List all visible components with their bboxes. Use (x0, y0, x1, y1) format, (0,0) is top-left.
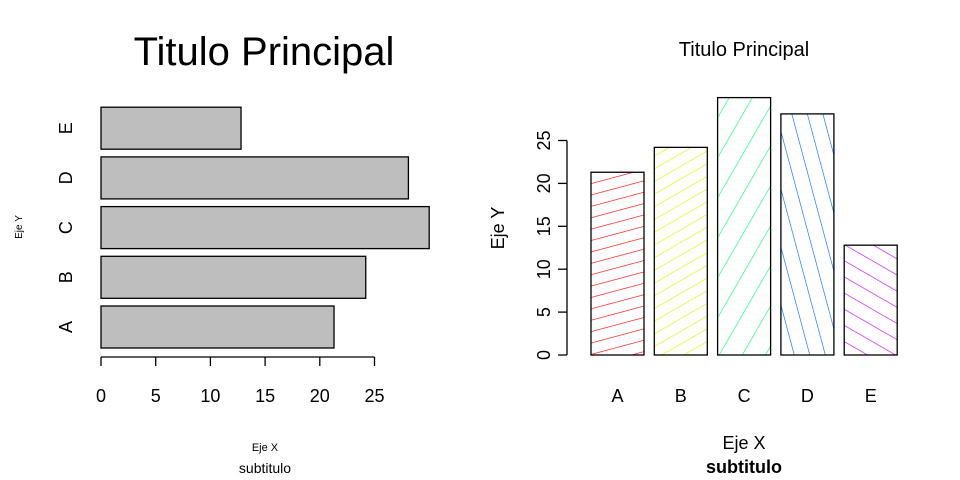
right-category-label-D: D (801, 386, 814, 406)
left-category-label-B: B (56, 271, 76, 283)
right-chart-xlabel: Eje X (722, 433, 765, 453)
right-bar-C (716, 96, 772, 356)
left-bar-C (100, 205, 430, 250)
right-category-label-E: E (865, 386, 877, 406)
right-chart-ylabel: Eje Y (488, 207, 508, 250)
right-y-tick-label: 15 (534, 216, 554, 236)
left-chart-subtitle: subtitulo (239, 460, 291, 476)
right-chart-subtitle: subtitulo (706, 457, 782, 477)
left-category-label-E: E (56, 122, 76, 134)
right-bar-E (843, 244, 898, 356)
left-x-tick-label: 0 (96, 386, 106, 406)
left-category-label-A: A (56, 321, 76, 333)
right-bar-A (590, 171, 645, 356)
right-y-tick-label: 0 (534, 350, 554, 360)
left-chart: Titulo Principal Eje Y Eje X subtitulo A… (14, 30, 430, 476)
left-x-tick-label: 20 (310, 386, 330, 406)
left-x-tick-label: 25 (364, 386, 384, 406)
left-chart-ylabel: Eje Y (14, 215, 25, 239)
right-y-tick-label: 10 (534, 259, 554, 279)
right-y-tick-label: 25 (534, 130, 554, 150)
left-x-tick-label: 10 (200, 386, 220, 406)
right-y-tick-label: 5 (534, 307, 554, 317)
left-bar-A (100, 305, 335, 349)
left-bar-E (100, 106, 242, 150)
right-bar-D (780, 113, 835, 356)
left-category-label-C: C (56, 221, 76, 234)
right-y-tick-label: 20 (534, 173, 554, 193)
left-chart-plot: A B C D E 0 5 10 15 20 25 (56, 106, 430, 406)
right-chart: Titulo Principal Eje Y Eje X subtitulo A… (488, 39, 898, 477)
left-x-tick-label: 5 (151, 386, 161, 406)
left-bar-D (100, 156, 410, 200)
left-chart-xlabel: Eje X (252, 442, 279, 454)
left-x-tick-label: 15 (255, 386, 275, 406)
right-category-label-A: A (611, 386, 623, 406)
right-chart-plot: A B C D E 0 5 10 15 20 25 (534, 96, 898, 406)
right-category-label-C: C (738, 386, 751, 406)
left-category-label-D: D (56, 171, 76, 184)
right-bar-B (653, 146, 708, 356)
right-chart-title: Titulo Principal (679, 39, 809, 61)
right-category-label-B: B (675, 386, 687, 406)
left-chart-title: Titulo Principal (134, 30, 395, 74)
left-bar-B (100, 255, 367, 299)
